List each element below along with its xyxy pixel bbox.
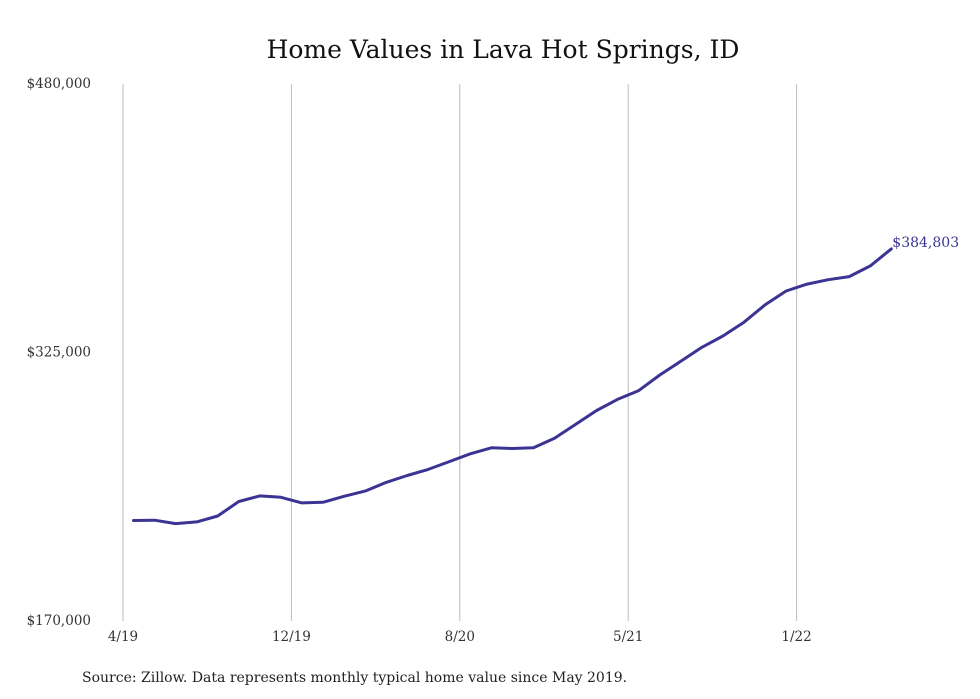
y-axis-ticks: $480,000 $325,000 $170,000 bbox=[27, 76, 91, 629]
y-tick-label: $480,000 bbox=[27, 76, 91, 92]
gridlines bbox=[122, 84, 798, 621]
x-tick-label: 1/22 bbox=[781, 629, 811, 645]
end-value-label: $384,803 bbox=[892, 235, 959, 251]
x-tick-label: 4/19 bbox=[108, 629, 138, 645]
chart-title: Home Values in Lava Hot Springs, ID bbox=[267, 35, 740, 64]
x-tick-label: 12/19 bbox=[272, 629, 311, 645]
y-tick-label: $325,000 bbox=[27, 345, 91, 361]
y-tick-label: $170,000 bbox=[27, 613, 91, 629]
x-axis-ticks: 4/19 12/19 8/20 5/21 1/22 bbox=[108, 629, 812, 645]
x-tick-label: 8/20 bbox=[445, 629, 475, 645]
series-layer bbox=[132, 247, 893, 526]
x-tick-label: 5/21 bbox=[613, 629, 643, 645]
source-note: Source: Zillow. Data represents monthly … bbox=[82, 670, 627, 686]
home-value-line bbox=[132, 247, 893, 526]
